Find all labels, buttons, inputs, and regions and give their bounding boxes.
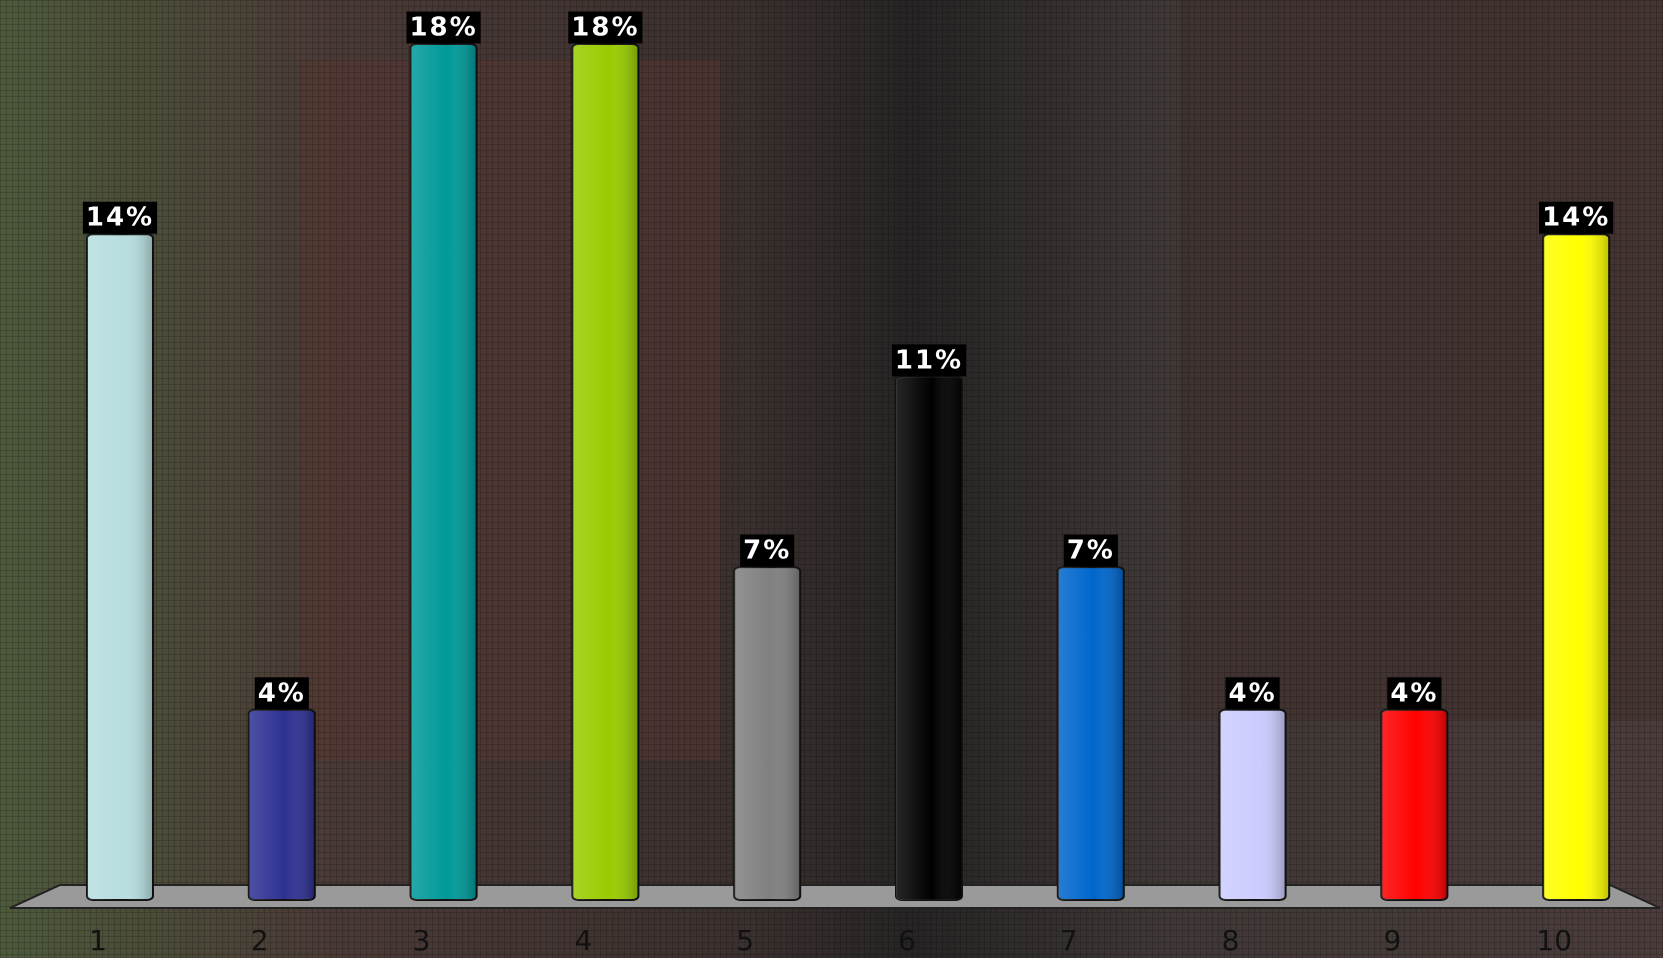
- value-label: 4%: [1229, 678, 1277, 708]
- bar-shading: [896, 376, 962, 900]
- bar-shading: [87, 234, 153, 900]
- x-tick-label: 10: [1536, 924, 1572, 957]
- value-label: 11%: [895, 345, 963, 375]
- x-tick-label: 8: [1222, 924, 1240, 957]
- value-label-box: [406, 11, 481, 44]
- bar-shading: [248, 709, 315, 900]
- bar-shading: [572, 44, 639, 900]
- value-label: 18%: [571, 13, 639, 43]
- value-label-box: [1225, 677, 1280, 710]
- value-label-box: [82, 201, 158, 234]
- value-label-box: [1063, 534, 1118, 567]
- value-label: 7%: [743, 536, 791, 566]
- x-tick-label: 9: [1383, 924, 1401, 957]
- x-tick-label: 6: [898, 924, 916, 957]
- value-label: 4%: [258, 678, 306, 708]
- value-label-box: [1539, 201, 1614, 234]
- value-label-box: [891, 344, 967, 377]
- value-label: 4%: [1390, 678, 1438, 708]
- bar-shading: [1057, 567, 1124, 900]
- value-label-box: [254, 677, 309, 710]
- bar-shading: [1219, 709, 1286, 900]
- bar-shading: [410, 44, 477, 900]
- x-tick-label: 5: [736, 924, 754, 957]
- x-tick-label: 3: [413, 924, 431, 957]
- value-label-box: [740, 534, 795, 567]
- value-label: 18%: [409, 13, 477, 43]
- value-label-box: [1387, 677, 1442, 710]
- x-tick-label: 1: [89, 924, 107, 957]
- x-tick-label: 7: [1060, 924, 1078, 957]
- value-label: 14%: [1542, 203, 1610, 233]
- value-label-box: [568, 11, 643, 44]
- x-tick-label: 4: [574, 924, 592, 957]
- bar-shading: [1381, 709, 1448, 900]
- value-label: 7%: [1067, 536, 1115, 566]
- bar-shading: [1543, 234, 1610, 900]
- x-tick-label: 2: [251, 924, 269, 957]
- value-label: 14%: [86, 203, 154, 233]
- bar-shading: [734, 567, 801, 900]
